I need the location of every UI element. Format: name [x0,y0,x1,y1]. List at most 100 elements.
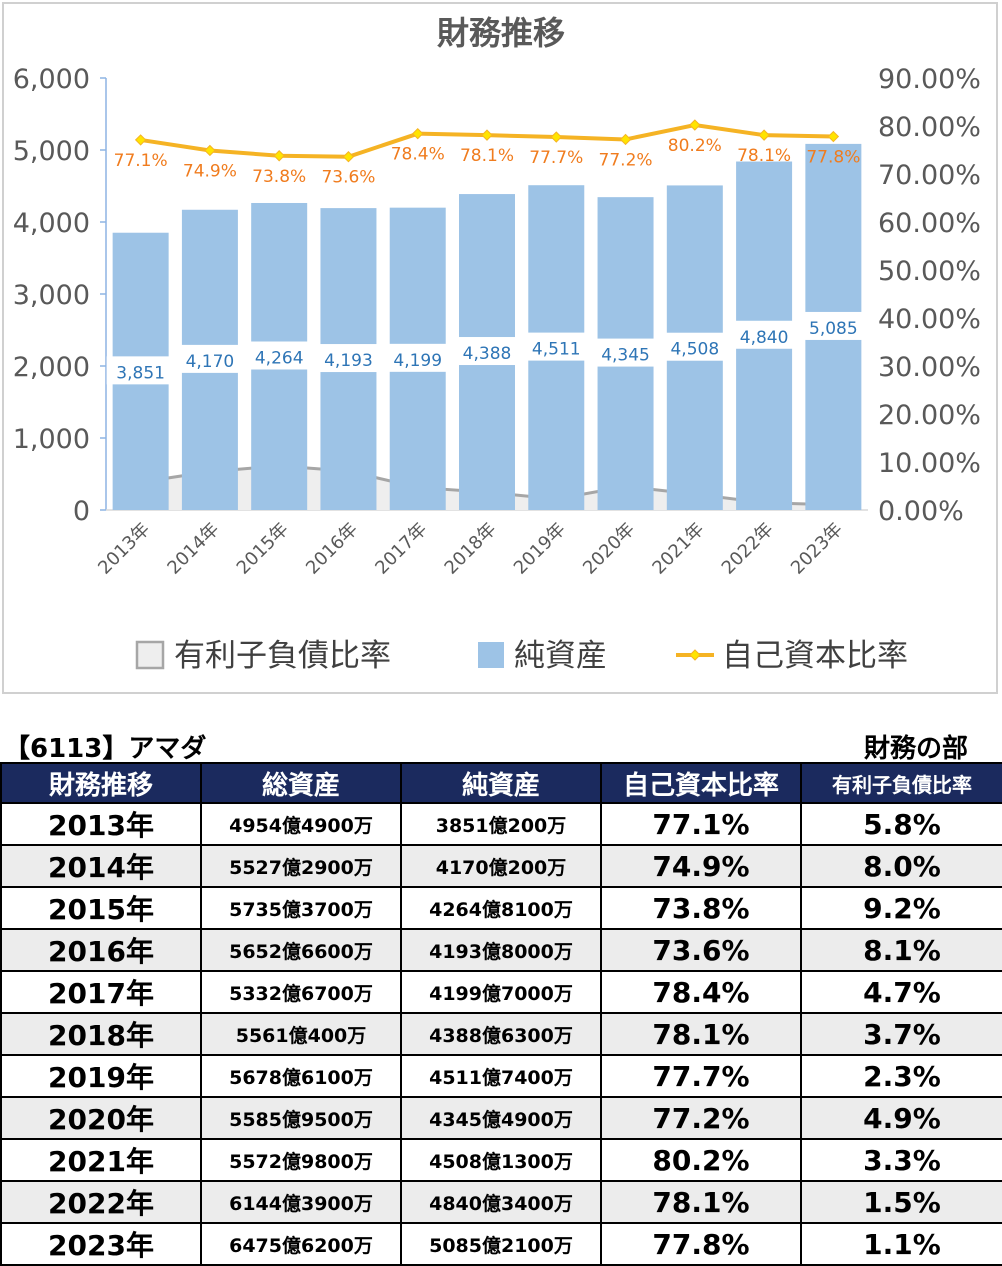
equity-ratio-label: 73.6% [321,168,375,188]
bar-label-bg [175,344,244,373]
bar-value-label: 4,193 [324,351,373,371]
y-right-tick-label: 40.00% [878,304,981,335]
cell-net-assets: 4511億7400万 [400,1054,602,1098]
cell-year: 2015年 [0,886,202,930]
y-left-tick-label: 0 [73,496,90,527]
cell-equity-ratio: 77.7% [600,1054,802,1098]
equity-ratio-label: 74.9% [183,161,237,181]
cell-year: 2020年 [0,1096,202,1140]
y-left-tick-label: 1,000 [13,424,90,455]
bar-value-label: 5,085 [809,319,858,339]
header-cell-equity-ratio: 自己資本比率 [600,762,802,804]
cell-total-assets: 5678億6100万 [200,1054,402,1098]
bar-label-bg [660,332,729,361]
cell-debt-ratio: 8.0% [800,844,1002,888]
y-left-tick-label: 5,000 [13,136,90,167]
cell-total-assets: 5332億6700万 [200,970,402,1014]
cell-year: 2014年 [0,844,202,888]
legend-label-debt-ratio: 有利子負債比率 [174,638,391,674]
x-category-label: 2015年 [233,519,293,579]
bar-label-bg [245,341,314,370]
y-left-tick-label: 6,000 [13,64,90,95]
cell-equity-ratio: 78.1% [600,1012,802,1056]
cell-total-assets: 5527億2900万 [200,844,402,888]
cell-total-assets: 5572億9800万 [200,1138,402,1182]
table-row: 2017年 5332億6700万 4199億7000万 78.4% 4.7% [0,970,1002,1014]
table-header-line: 【6113】アマダ 財務の部 [0,728,1002,764]
y-left-tick-label: 3,000 [13,280,90,311]
x-category-label: 2018年 [441,519,501,579]
section-title: 財務の部 [863,734,968,764]
y-right-tick-label: 60.00% [878,208,981,239]
cell-total-assets: 6475億6200万 [200,1222,402,1266]
equity-ratio-label: 78.4% [391,145,445,165]
y-right-tick-label: 70.00% [878,160,981,191]
equity-ratio-point [619,133,632,146]
cell-debt-ratio: 2.3% [800,1054,1002,1098]
cell-debt-ratio: 4.9% [800,1096,1002,1140]
cell-equity-ratio: 78.4% [600,970,802,1014]
table-row: 2020年 5585億9500万 4345億4900万 77.2% 4.9% [0,1096,1002,1140]
bar-value-label: 4,199 [393,351,442,371]
cell-total-assets: 5735億3700万 [200,886,402,930]
header-cell-debt-ratio: 有利子負債比率 [800,762,1002,804]
equity-ratio-label: 78.1% [460,146,514,166]
table-row: 2019年 5678億6100万 4511億7400万 77.7% 2.3% [0,1054,1002,1098]
y-right-tick-label: 0.00% [878,496,964,527]
cell-total-assets: 6144億3900万 [200,1180,402,1224]
equity-ratio-point [342,151,355,163]
cell-total-assets: 5652億6600万 [200,928,402,972]
equity-ratio-point [134,134,147,146]
equity-ratio-label: 80.2% [668,136,722,156]
bar-label-bg [314,344,383,373]
x-category-label: 2021年 [648,519,708,579]
equity-ratio-point [827,130,840,143]
legend-swatch-net-assets [478,642,504,668]
bar-value-label: 4,388 [463,344,512,364]
cell-net-assets: 5085億2100万 [400,1222,602,1266]
table-row: 2021年 5572億9800万 4508億1300万 80.2% 3.3% [0,1138,1002,1182]
cell-equity-ratio: 73.6% [600,928,802,972]
equity-ratio-point [412,127,424,140]
table-row: 2015年 5735億3700万 4264億8100万 73.8% 9.2% [0,886,1002,930]
cell-debt-ratio: 4.7% [800,970,1002,1014]
cell-year: 2022年 [0,1180,202,1224]
cell-year: 2021年 [0,1138,202,1182]
header-cell-total-assets: 総資産 [200,762,402,804]
cell-net-assets: 4508億1300万 [400,1138,602,1182]
cell-net-assets: 4388億6300万 [400,1012,602,1056]
bar-value-label: 3,851 [116,363,165,383]
equity-ratio-point [481,129,493,141]
cell-debt-ratio: 9.2% [800,886,1002,930]
debt-ratio-area [140,465,834,510]
financial-table: 財務推移 総資産 純資産 自己資本比率 有利子負債比率 2013年 4954億49… [0,762,1002,1266]
y-left-tick-label: 4,000 [13,208,90,239]
bar-value-label: 4,508 [670,340,719,360]
table-header-row: 財務推移 総資産 純資産 自己資本比率 有利子負債比率 [0,762,1002,804]
cell-year: 2019年 [0,1054,202,1098]
bar-label-bg [106,356,175,385]
bar-label-bg [383,343,452,372]
x-category-label: 2016年 [302,519,362,579]
equity-ratio-point [204,144,216,157]
bar-value-label: 4,840 [740,328,789,348]
bar-label-bg [591,338,660,367]
cell-debt-ratio: 5.8% [800,802,1002,846]
y-right-tick-label: 50.00% [878,256,981,287]
cell-equity-ratio: 80.2% [600,1138,802,1182]
table-row: 2022年 6144億3900万 4840億3400万 78.1% 1.5% [0,1180,1002,1224]
equity-ratio-label: 78.1% [737,146,791,166]
x-category-label: 2022年 [718,519,778,579]
cell-debt-ratio: 1.1% [800,1222,1002,1266]
legend-label-net-assets: 純資産 [514,638,607,674]
table-row: 2016年 5652億6600万 4193億8000万 73.6% 8.1% [0,928,1002,972]
cell-year: 2017年 [0,970,202,1014]
cell-total-assets: 4954億4900万 [200,802,402,846]
bar-label-bg [730,320,799,349]
cell-net-assets: 4840億3400万 [400,1180,602,1224]
bar-label-bg [453,337,521,366]
bar-value-label: 4,511 [532,340,581,360]
cell-net-assets: 3851億200万 [400,802,602,846]
bar-label-bg [522,332,591,361]
y-right-tick-label: 90.00% [878,64,981,95]
